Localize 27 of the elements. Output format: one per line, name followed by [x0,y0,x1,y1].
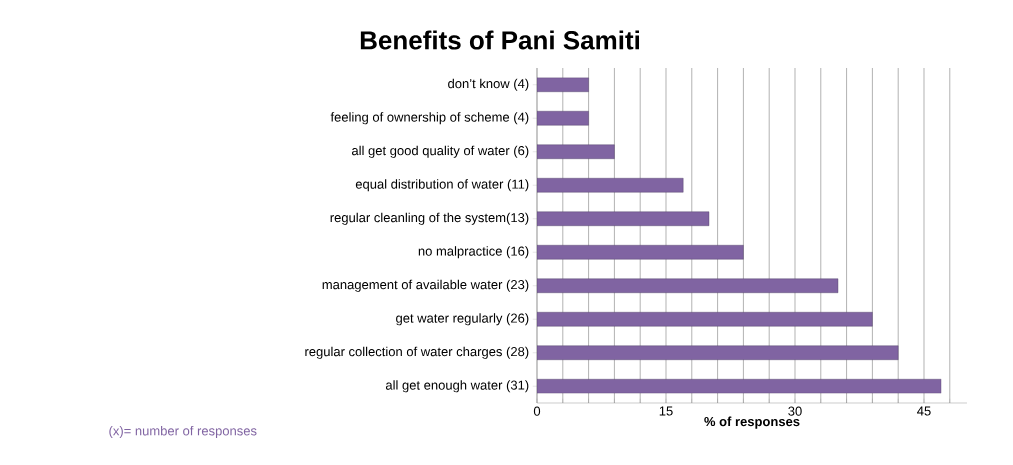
bar [537,211,710,226]
y-tick-label: don’t know (4) [448,78,529,91]
text: (x)= number of responses [109,425,257,439]
x-tick-label: 0 [533,406,541,416]
y-tick-label: management of available water (23) [322,279,529,292]
bar [537,312,873,327]
x-axis-title: % of responses [704,416,800,429]
bar [537,278,839,293]
bar [537,345,899,360]
x-tick-label: 15 [659,406,673,416]
y-tick-label: feeling of ownership of scheme (4) [330,112,529,125]
y-tick-label: regular cleanling of the system(13) [330,212,529,225]
y-tick-label: all get enough water (31) [385,380,529,393]
bar [537,379,942,394]
y-tick-label: no malpractice (16) [418,246,529,259]
chart-title: Benefits of Pani Samiti [360,30,639,50]
bar [537,77,589,92]
y-tick-label: get water regularly (26) [396,313,529,326]
x-tick-label: 30 [788,406,802,416]
bar [537,245,744,260]
bar [537,178,684,193]
bar [537,111,589,126]
y-tick-label: regular collection of water charges (28) [305,346,529,359]
bar [537,144,615,159]
y-tick-label: all get good quality of water (6) [351,145,529,158]
x-tick-label: 45 [917,406,931,416]
y-tick-label: equal distribution of water (11) [355,179,529,192]
